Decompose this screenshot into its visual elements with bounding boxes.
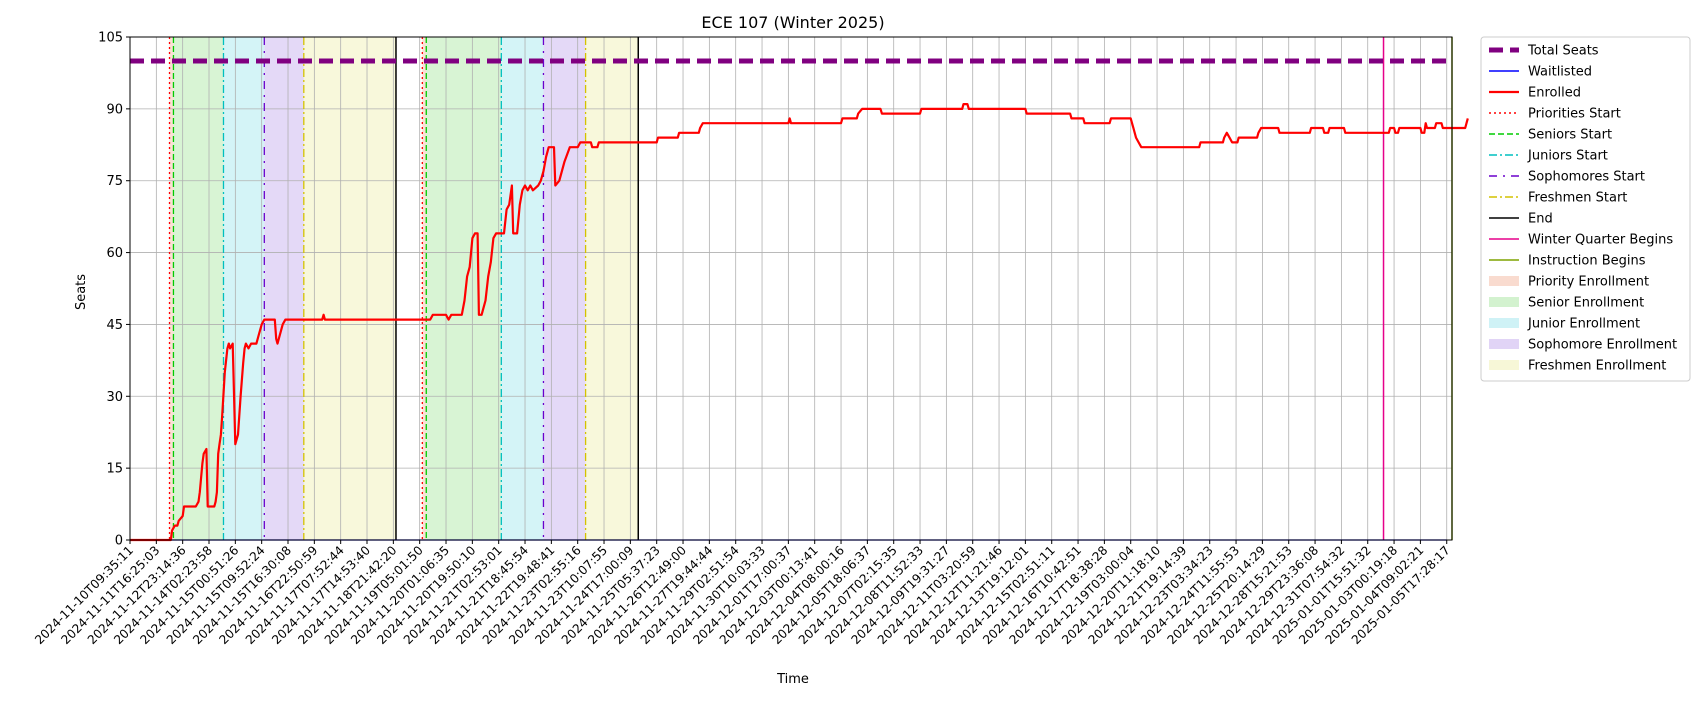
shaded-region: [585, 37, 639, 540]
x-axis-label: Time: [776, 672, 809, 687]
legend-label: Freshmen Start: [1528, 191, 1627, 206]
legend-label: Freshmen Enrollment: [1528, 359, 1666, 374]
y-tick-label: 30: [106, 390, 123, 405]
shaded-region: [422, 37, 427, 540]
shaded-region: [501, 37, 544, 540]
shaded-region: [264, 37, 304, 540]
y-tick-label: 90: [106, 102, 123, 117]
legend-label: Total Seats: [1527, 44, 1599, 59]
legend-box: [1480, 36, 1691, 382]
legend-label: Junior Enrollment: [1527, 317, 1640, 332]
legend-label: Winter Quarter Begins: [1528, 233, 1673, 248]
shaded-region: [173, 37, 224, 540]
shaded-region: [169, 37, 174, 540]
legend-label: Sophomores Start: [1528, 170, 1645, 185]
shaded-region: [223, 37, 265, 540]
series-line: [130, 103, 1469, 542]
shaded-region: [543, 37, 586, 540]
y-tick-label: 0: [115, 534, 123, 549]
legend-label: Waitlisted: [1528, 65, 1592, 80]
legend-swatch: [1489, 276, 1519, 286]
y-tick-label: 60: [106, 246, 123, 261]
legend-label: Seniors Start: [1528, 128, 1612, 143]
legend-label: Senior Enrollment: [1528, 296, 1644, 311]
legend-swatch: [1489, 360, 1519, 370]
legend-label: Priorities Start: [1528, 107, 1621, 122]
y-axis-label: Seats: [74, 274, 89, 310]
legend-label: End: [1528, 212, 1553, 227]
axes: [126, 36, 1453, 544]
legend-swatch: [1489, 339, 1519, 349]
y-tick-label: 105: [98, 31, 123, 46]
legend-swatch: [1489, 318, 1519, 328]
plot-frame: [129, 36, 1453, 541]
grid: [129, 36, 1452, 541]
legend-label: Enrolled: [1528, 86, 1581, 101]
shaded-region: [303, 37, 396, 540]
y-tick-label: 75: [106, 174, 123, 189]
y-tick-label: 15: [106, 462, 123, 477]
legend: Total Seats Waitlisted Enrolled Priorities …: [1480, 36, 1691, 382]
chart-title: ECE 107 (Winter 2025): [701, 13, 884, 32]
shaded-region: [426, 37, 502, 540]
tick-labels: 01530456075901052024-11-10T09:35:112024-…: [32, 31, 1453, 648]
shaded-regions: [169, 37, 639, 540]
legend-label: Priority Enrollment: [1528, 275, 1649, 290]
legend-label: Juniors Start: [1527, 149, 1608, 164]
legend-label: Sophomore Enrollment: [1528, 338, 1677, 353]
legend-label: Instruction Begins: [1528, 254, 1646, 269]
legend-swatch: [1489, 297, 1519, 307]
y-tick-label: 45: [106, 318, 123, 333]
